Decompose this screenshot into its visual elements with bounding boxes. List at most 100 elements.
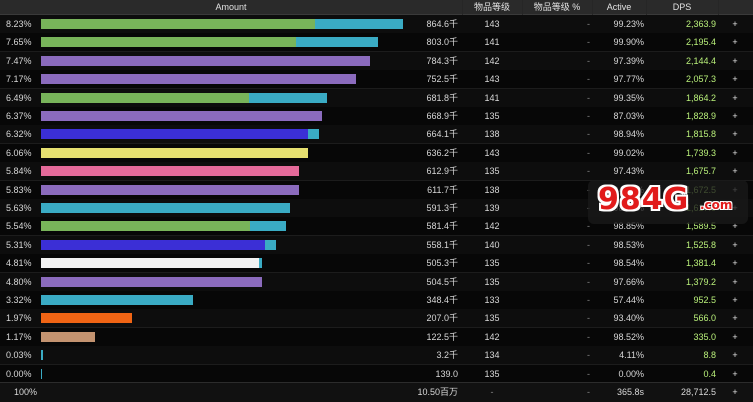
- row-active: 97.39%: [613, 55, 644, 66]
- total-item-level: -: [490, 387, 494, 397]
- total-expand-button[interactable]: +: [732, 387, 738, 397]
- amount-bar-segment: [258, 258, 262, 269]
- row-expand-button[interactable]: +: [732, 55, 738, 66]
- row-dps: 0.4: [703, 368, 716, 379]
- header-active[interactable]: Active: [606, 2, 632, 12]
- row-item-level: 141: [484, 37, 500, 48]
- row-dps: 1,828.9: [685, 111, 716, 121]
- row-item-level-pct: -: [587, 37, 590, 48]
- row-expand-button[interactable]: +: [732, 295, 738, 305]
- row-percent: 5.84%: [6, 166, 32, 177]
- header-dps[interactable]: DPS: [672, 2, 692, 12]
- row-item-level-pct: -: [524, 181, 590, 199]
- table-row[interactable]: 4.81% 505.3千 135 - 98.54% 1,381.4 +: [0, 254, 753, 274]
- amount-bar-segment: [41, 166, 299, 177]
- table-row[interactable]: 6.49% 681.8千 141 - 99.35% 1,864.2 +: [0, 88, 753, 108]
- row-percent: 5.63%: [6, 203, 32, 213]
- watermark-logo: 984G .com: [588, 176, 748, 230]
- row-active: 99.23%: [613, 19, 644, 29]
- row-active: 98.94%: [613, 129, 644, 140]
- row-percent: 4.81%: [6, 258, 32, 269]
- row-item-level-pct: -: [587, 147, 590, 158]
- row-percent: 1.17%: [6, 331, 32, 342]
- row-amount: 591.3千: [426, 203, 458, 213]
- amount-bar-segment: [296, 37, 378, 48]
- row-expand-button[interactable]: +: [732, 19, 738, 29]
- table-row[interactable]: 0.00% 139.0 135 - 0.00% 0.4 +: [0, 364, 753, 384]
- amount-bar-segment: [41, 313, 132, 324]
- table-row[interactable]: 7.47% 784.3千 142 - 97.39% 2,144.4 +: [0, 51, 753, 71]
- row-amount: 636.2千: [426, 147, 458, 158]
- table-row[interactable]: 1.97% 207.0千 135 - 93.40% 566.0 +: [0, 309, 753, 329]
- row-dps: 1,675.7: [685, 166, 716, 177]
- amount-bar-segment: [41, 37, 297, 48]
- amount-bar-segment: [41, 239, 265, 250]
- row-expand-button[interactable]: +: [732, 166, 738, 177]
- row-item-level-pct: -: [587, 331, 590, 342]
- row-expand-button[interactable]: +: [732, 276, 738, 287]
- row-expand-button[interactable]: +: [732, 258, 738, 269]
- row-amount: 612.9千: [426, 166, 458, 177]
- row-percent: 0.03%: [6, 350, 32, 361]
- table-footer-total: 100% 10.50百万 - - 365.8s 28,712.5 +: [0, 382, 753, 402]
- watermark-main: 984G: [598, 182, 690, 217]
- row-expand-button[interactable]: +: [732, 129, 738, 140]
- table-row[interactable]: 6.37% 668.9千 135 - 87.03% 1,828.9 +: [0, 107, 753, 126]
- table-row[interactable]: 6.06% 636.2千 143 - 99.02% 1,739.3 +: [0, 143, 753, 163]
- row-percent: 1.97%: [6, 313, 32, 324]
- amount-bar-segment: [41, 74, 357, 85]
- row-active: 99.90%: [613, 37, 644, 48]
- row-expand-button[interactable]: +: [732, 221, 738, 232]
- row-active: 97.77%: [613, 74, 644, 85]
- header-item-level[interactable]: 物品等级: [473, 2, 510, 12]
- row-expand-button[interactable]: +: [732, 74, 738, 85]
- row-dps: 952.5: [693, 295, 716, 305]
- row-dps: 1,815.8: [685, 129, 716, 140]
- row-item-level-pct: -: [587, 350, 590, 361]
- amount-bar-segment: [41, 111, 322, 121]
- row-amount: 139.0: [435, 368, 458, 379]
- row-percent: 7.17%: [6, 74, 32, 85]
- row-expand-button[interactable]: +: [732, 331, 738, 342]
- row-expand-button[interactable]: +: [732, 239, 738, 250]
- amount-bar-segment: [41, 331, 95, 342]
- row-amount: 681.8千: [426, 92, 458, 103]
- row-item-level-pct: -: [587, 129, 590, 140]
- row-percent: 7.47%: [6, 55, 32, 66]
- table-row[interactable]: 1.17% 122.5千 142 - 98.52% 335.0 +: [0, 327, 753, 347]
- row-dps: 566.0: [693, 313, 716, 324]
- row-item-level-pct: -: [587, 166, 590, 177]
- row-item-level: 138: [484, 129, 500, 140]
- table-row[interactable]: 6.32% 664.1千 138 - 98.94% 1,815.8 +: [0, 125, 753, 145]
- row-expand-button[interactable]: +: [732, 368, 738, 379]
- row-dps: 2,363.9: [685, 19, 716, 29]
- row-amount: 752.5千: [426, 74, 458, 85]
- row-expand-button[interactable]: +: [732, 313, 738, 324]
- table-row[interactable]: 5.54% 581.4千 142 - 98.85% 1,589.5 +: [0, 217, 753, 237]
- table-row[interactable]: 7.65% 803.0千 141 - 99.90% 2,195.4 +: [0, 33, 753, 53]
- table-row[interactable]: 3.32% 348.4千 133 - 57.44% 952.5 +: [0, 291, 753, 310]
- row-dps: 1,864.2: [685, 92, 716, 103]
- row-item-level-pct: -: [587, 368, 590, 379]
- row-amount: 207.0千: [426, 313, 458, 324]
- table-row[interactable]: 4.80% 504.5千 135 - 97.66% 1,379.2 +: [0, 272, 753, 292]
- row-expand-button[interactable]: +: [732, 111, 738, 121]
- row-item-level: 134: [484, 350, 500, 361]
- row-expand-button[interactable]: +: [732, 92, 738, 103]
- row-item-level-pct: -: [587, 276, 590, 287]
- row-item-level: 143: [484, 147, 500, 158]
- table-row[interactable]: 5.31% 558.1千 140 - 98.53% 1,525.8 +: [0, 235, 753, 255]
- row-item-level: 142: [484, 55, 500, 66]
- header-item-level-pct[interactable]: 物品等级 %: [533, 2, 581, 12]
- amount-bar-segment: [250, 221, 286, 232]
- amount-bar-segment: [41, 184, 299, 195]
- table-row[interactable]: 7.17% 752.5千 143 - 97.77% 2,057.3 +: [0, 70, 753, 90]
- row-expand-button[interactable]: +: [732, 147, 738, 158]
- table-row[interactable]: 0.03% 3.2千 134 - 4.11% 8.8 +: [0, 346, 753, 366]
- row-active: 98.53%: [613, 239, 644, 250]
- row-item-level: 135: [484, 368, 500, 379]
- row-expand-button[interactable]: +: [732, 37, 738, 48]
- row-expand-button[interactable]: +: [732, 350, 738, 361]
- table-row[interactable]: 8.23% 864.6千 143 - 99.23% 2,363.9 +: [0, 15, 753, 34]
- header-amount[interactable]: Amount: [215, 2, 247, 12]
